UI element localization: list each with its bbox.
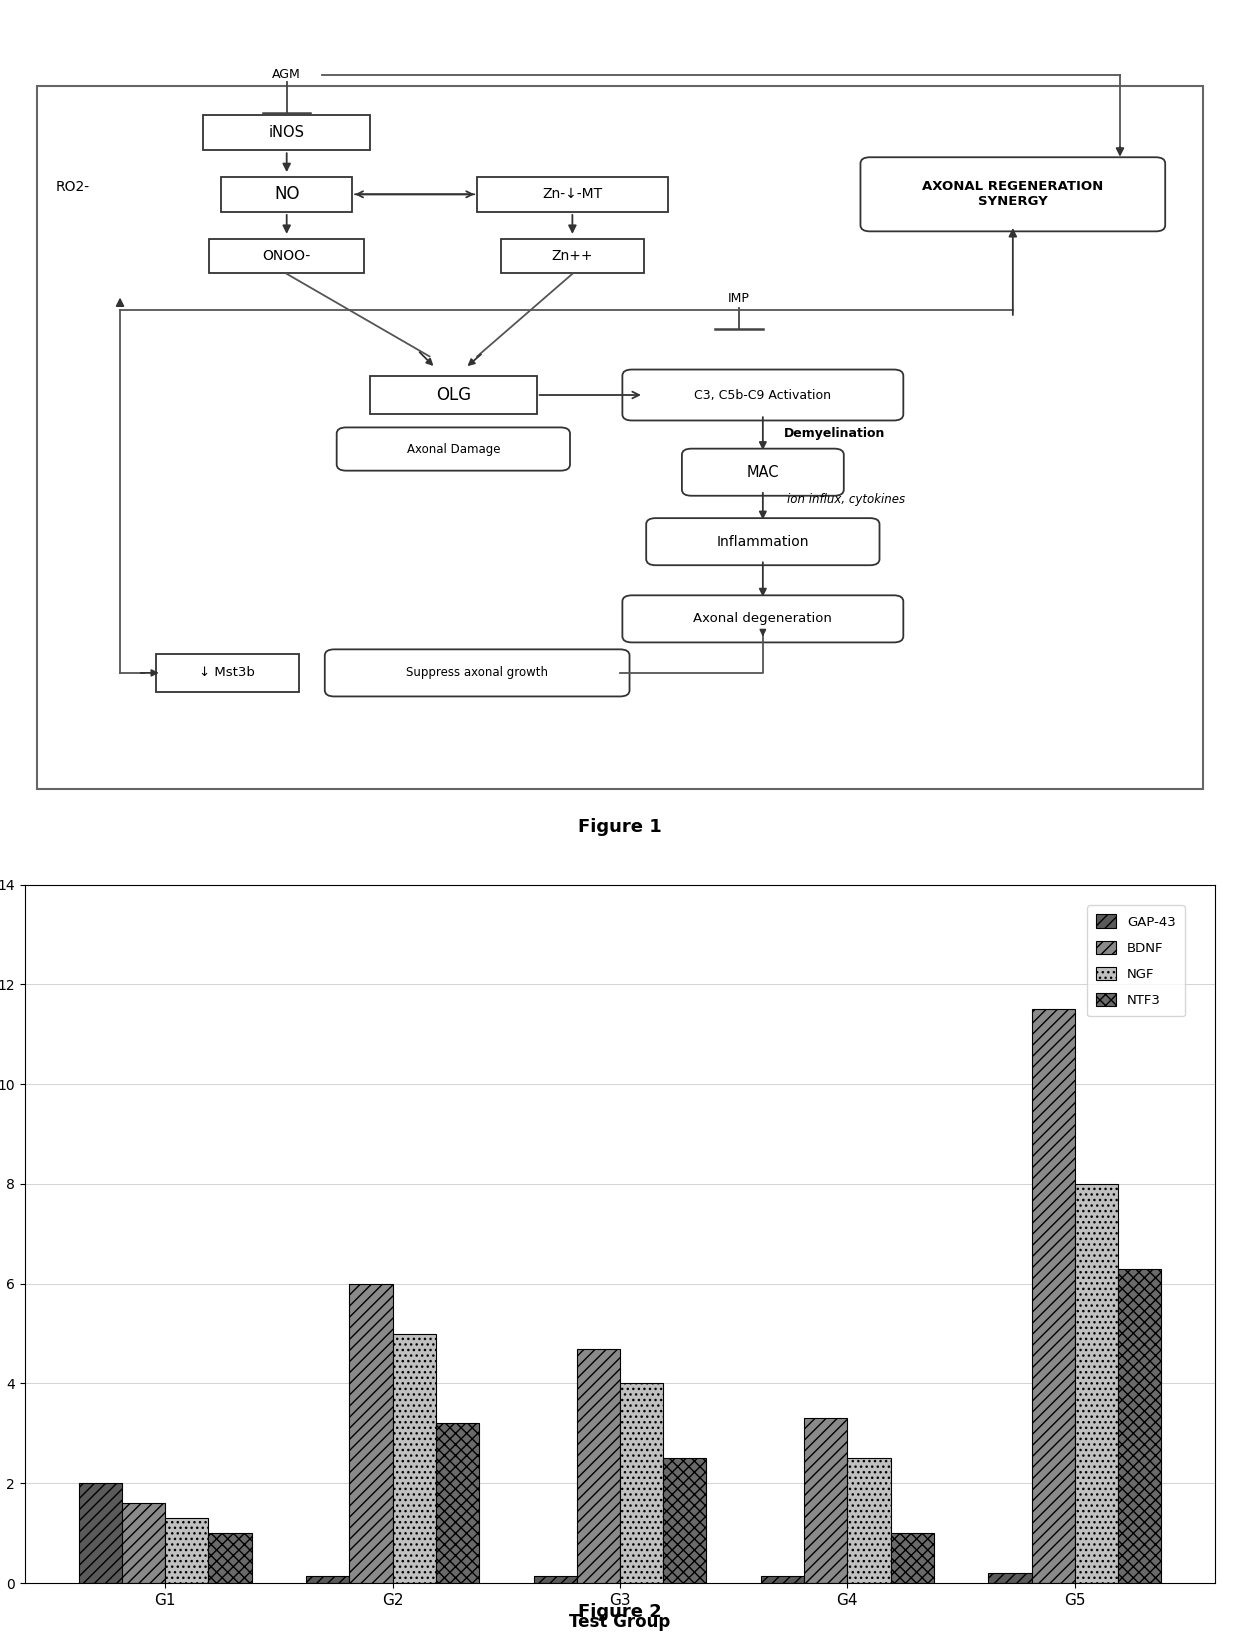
Text: AXONAL REGENERATION
SYNERGY: AXONAL REGENERATION SYNERGY — [923, 180, 1104, 209]
Bar — [890, 1532, 934, 1583]
Bar — [501, 238, 644, 274]
Text: Inflammation: Inflammation — [717, 535, 808, 548]
Text: OLG: OLG — [435, 387, 471, 405]
Bar — [477, 176, 667, 212]
Bar — [393, 1333, 435, 1583]
FancyBboxPatch shape — [682, 449, 843, 496]
Text: NO: NO — [274, 186, 299, 204]
Bar — [1032, 1009, 1075, 1583]
Bar — [577, 1348, 620, 1583]
Legend: GAP-43, BDNF, NGF, NTF3: GAP-43, BDNF, NGF, NTF3 — [1087, 906, 1184, 1017]
X-axis label: Test Group: Test Group — [569, 1614, 671, 1632]
Text: iNOS: iNOS — [269, 126, 305, 140]
Text: Axonal degeneration: Axonal degeneration — [693, 612, 832, 625]
Bar — [533, 1575, 577, 1583]
Text: AGM: AGM — [273, 69, 301, 82]
Bar — [761, 1575, 805, 1583]
Text: Suppress axonal growth: Suppress axonal growth — [407, 666, 548, 679]
Bar — [1075, 1183, 1118, 1583]
FancyBboxPatch shape — [861, 157, 1166, 232]
FancyBboxPatch shape — [622, 369, 903, 421]
Bar — [208, 1532, 252, 1583]
Bar — [165, 1518, 208, 1583]
Text: C3, C5b-C9 Activation: C3, C5b-C9 Activation — [694, 388, 831, 401]
Text: Zn++: Zn++ — [552, 250, 593, 263]
Bar — [122, 1503, 165, 1583]
Text: MAC: MAC — [746, 465, 779, 480]
Text: ONOO-: ONOO- — [263, 250, 311, 263]
Text: Figure 1: Figure 1 — [578, 818, 662, 836]
Bar — [847, 1459, 890, 1583]
Text: IMP: IMP — [728, 292, 750, 305]
Text: ↓ Mst3b: ↓ Mst3b — [200, 666, 255, 679]
Text: Axonal Damage: Axonal Damage — [407, 442, 500, 455]
Bar — [156, 653, 299, 692]
Bar — [221, 176, 352, 212]
Bar — [79, 1483, 122, 1583]
Bar — [805, 1418, 847, 1583]
Bar — [203, 116, 370, 150]
FancyBboxPatch shape — [646, 517, 879, 565]
Bar — [210, 238, 365, 274]
Bar — [620, 1384, 663, 1583]
Bar — [350, 1284, 393, 1583]
Text: RO2-: RO2- — [56, 180, 89, 194]
Text: ion influx, cytokines: ion influx, cytokines — [787, 493, 905, 506]
Text: Figure 2: Figure 2 — [578, 1603, 662, 1622]
Bar — [988, 1573, 1032, 1583]
Text: Demyelination: Demyelination — [784, 428, 885, 441]
Bar — [435, 1423, 479, 1583]
Bar — [306, 1575, 350, 1583]
FancyBboxPatch shape — [325, 650, 630, 697]
Text: Zn-↓-MT: Zn-↓-MT — [542, 188, 603, 201]
FancyBboxPatch shape — [622, 596, 903, 643]
FancyBboxPatch shape — [337, 428, 570, 470]
Bar — [663, 1459, 707, 1583]
Bar — [370, 375, 537, 415]
Bar — [1118, 1268, 1161, 1583]
